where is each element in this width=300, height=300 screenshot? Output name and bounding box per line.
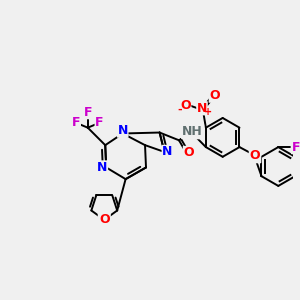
Text: O: O [180,99,191,112]
Text: O: O [99,213,110,226]
Text: NH: NH [182,125,203,138]
Text: N: N [162,146,172,158]
Text: F: F [83,106,92,118]
Text: O: O [250,149,260,162]
Text: N: N [197,102,207,115]
Text: F: F [292,141,300,154]
Text: O: O [209,89,220,102]
Text: -: - [177,105,182,115]
Text: +: + [204,107,212,117]
Text: F: F [95,116,104,129]
Text: N: N [97,161,107,174]
Text: N: N [118,124,128,137]
Text: O: O [183,146,194,159]
Text: F: F [72,116,80,129]
